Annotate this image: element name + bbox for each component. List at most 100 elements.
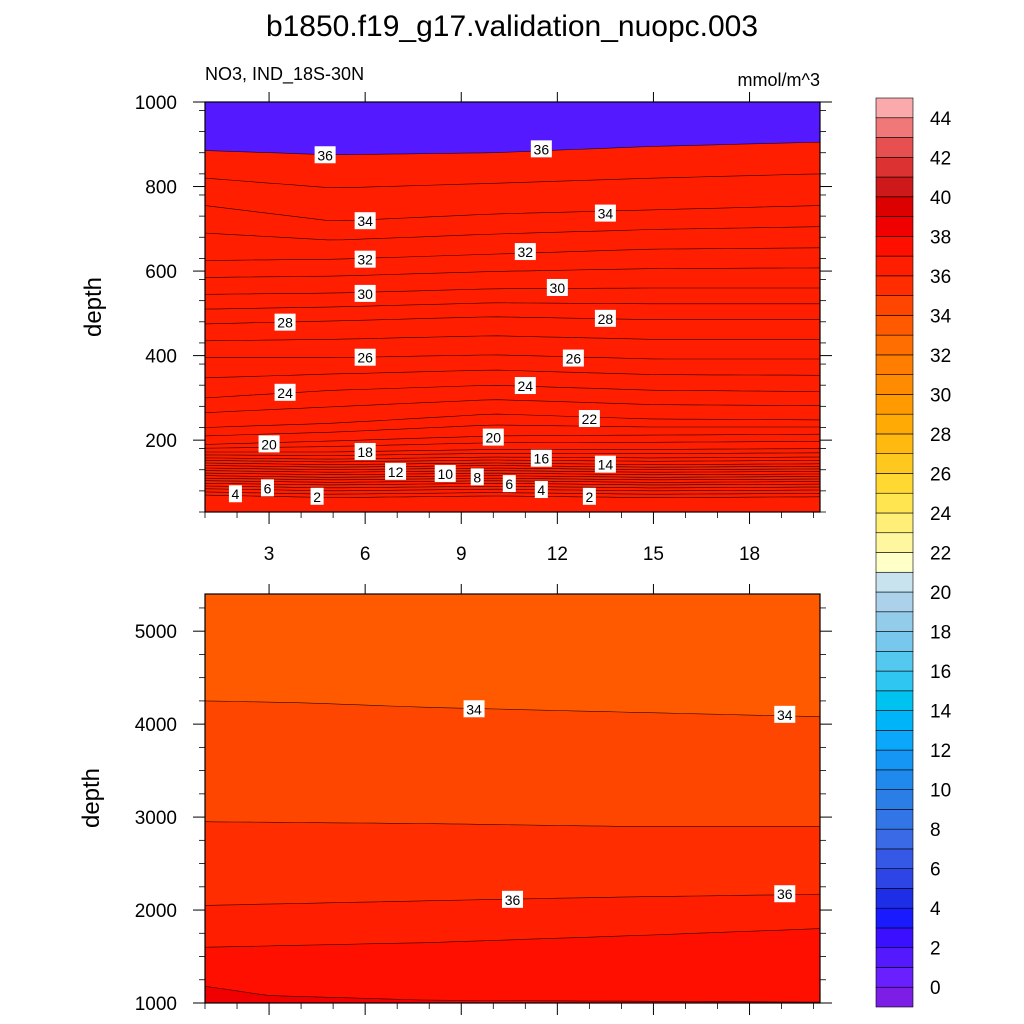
top-ylabel: depth: [80, 277, 107, 337]
bottom-ytick-label: 4000: [135, 715, 177, 736]
subtitle-left: NO3, IND_18S-30N: [205, 64, 364, 85]
colorbar-label: 34: [930, 306, 952, 327]
colorbar-swatch: [875, 196, 914, 217]
colorbar-label: 6: [930, 860, 941, 881]
bottom-ytick-label: 1000: [135, 994, 177, 1015]
top-contour-label-box: [274, 313, 296, 331]
colorbar-label: 30: [930, 385, 951, 406]
top-contour-label: 34: [598, 206, 614, 222]
top-contour-line: [205, 384, 820, 399]
colorbar-swatch: [875, 848, 914, 869]
top-contour-label-box: [310, 487, 324, 505]
top-contour-line: [205, 302, 820, 310]
colorbar-swatch: [875, 117, 914, 138]
colorbar-label: 18: [930, 623, 951, 644]
bottom-contour-label-box: [502, 890, 523, 908]
top-contour-line: [205, 452, 820, 456]
top-contour-label: 2: [313, 489, 321, 505]
top-xtick-label: 3: [264, 544, 275, 565]
top-contour-label-box: [502, 475, 516, 493]
top-contour-label-box: [314, 146, 336, 164]
colorbar-label: 38: [930, 227, 951, 248]
colorbar-swatch: [875, 749, 914, 771]
top-contour-label-box: [228, 485, 242, 503]
colorbar-swatch: [875, 769, 914, 790]
top-contour-line: [205, 491, 820, 495]
top-contour-label: 20: [485, 430, 501, 446]
top-contour-label: 16: [534, 451, 550, 467]
top-contour-label: 36: [534, 141, 550, 157]
top-contour-line: [205, 448, 820, 453]
bottom-contour-line: [205, 928, 820, 948]
top-contour-label-box: [594, 309, 616, 327]
colorbar-swatch: [875, 492, 914, 514]
bottom-ylabel: depth: [78, 768, 105, 828]
colorbar-swatch: [875, 947, 914, 968]
top-contour-label: 26: [357, 350, 373, 366]
colorbar-swatch: [875, 176, 914, 198]
top-contour-label: 36: [317, 147, 333, 163]
top-contour-line: [205, 205, 820, 222]
top-contour-label-box: [354, 442, 376, 460]
top-contour-label: 30: [357, 286, 373, 302]
top-contour-label-box: [434, 464, 456, 482]
colorbar-swatch: [875, 236, 914, 257]
bottom-fill-band: [205, 928, 820, 1003]
top-xtick-label: 18: [739, 544, 760, 565]
top-contour-label-box: [482, 428, 504, 446]
top-contour-label: 14: [598, 457, 614, 473]
colorbar-label: 36: [930, 267, 951, 288]
top-contour-label: 34: [357, 213, 373, 229]
colorbar-swatch: [875, 433, 914, 454]
top-plot-frame: [204, 101, 821, 513]
top-contour-label: 28: [277, 315, 293, 331]
top-contour-line: [205, 369, 820, 379]
colorbar-label: 12: [930, 741, 951, 762]
colorbar-swatch: [875, 394, 914, 415]
colorbar-swatch: [875, 809, 914, 830]
top-contour-label: 18: [357, 444, 373, 460]
colorbar-swatch: [875, 591, 914, 613]
top-contour-label-box: [534, 481, 548, 499]
top-contour-label: 24: [518, 378, 534, 394]
top-contour-label-box: [578, 410, 600, 428]
colorbar-swatch: [875, 354, 914, 375]
bottom-contour-line: [205, 986, 820, 1003]
top-contour-label-box: [354, 284, 376, 302]
top-contour-label-box: [385, 462, 407, 480]
top-contour-line: [205, 459, 820, 463]
colorbar-swatch: [875, 710, 914, 731]
top-contour-line: [205, 173, 820, 189]
top-contour-line: [205, 467, 820, 471]
colorbar-swatch: [875, 927, 914, 949]
top-contour-label-box: [530, 449, 552, 467]
top-contour-label: 4: [537, 482, 545, 498]
colorbar-swatch: [875, 453, 914, 474]
colorbar-swatch: [875, 986, 914, 1008]
colorbar-swatch: [875, 690, 914, 711]
top-contour-line: [205, 267, 820, 278]
top-contour-line: [205, 399, 820, 413]
bottom-ytick-label: 5000: [135, 622, 177, 643]
colorbar-swatch: [875, 137, 914, 158]
top-panel: 4 6 2 12 10 8 6 4 2 14 16 18 20 20 22 24 24 26 26 28 28 30 30 3…: [80, 92, 832, 565]
top-contour-label: 22: [582, 411, 598, 427]
bottom-contour-label: 34: [777, 707, 793, 723]
colorbar-swatch: [875, 571, 914, 593]
colorbar: 0246810121416182022242628303234363840424…: [875, 97, 952, 1008]
colorbar-label: 24: [930, 504, 952, 525]
colorbar-swatch: [875, 374, 914, 395]
top-contour-label-box: [260, 479, 274, 497]
top-contour-line: [205, 316, 820, 325]
top-ytick-label: 400: [145, 347, 177, 368]
top-contour-label-box: [546, 278, 568, 296]
top-contour-label-box: [354, 212, 376, 230]
top-ytick-label: 600: [145, 262, 177, 283]
top-contour-line: [205, 465, 820, 468]
top-contour-label: 28: [598, 311, 614, 327]
colorbar-swatch: [875, 967, 914, 988]
colorbar-swatch: [875, 888, 914, 909]
subtitle-right: mmol/m^3: [738, 70, 820, 90]
bottom-contour-line: [205, 700, 820, 717]
top-contour-label-box: [354, 348, 376, 366]
